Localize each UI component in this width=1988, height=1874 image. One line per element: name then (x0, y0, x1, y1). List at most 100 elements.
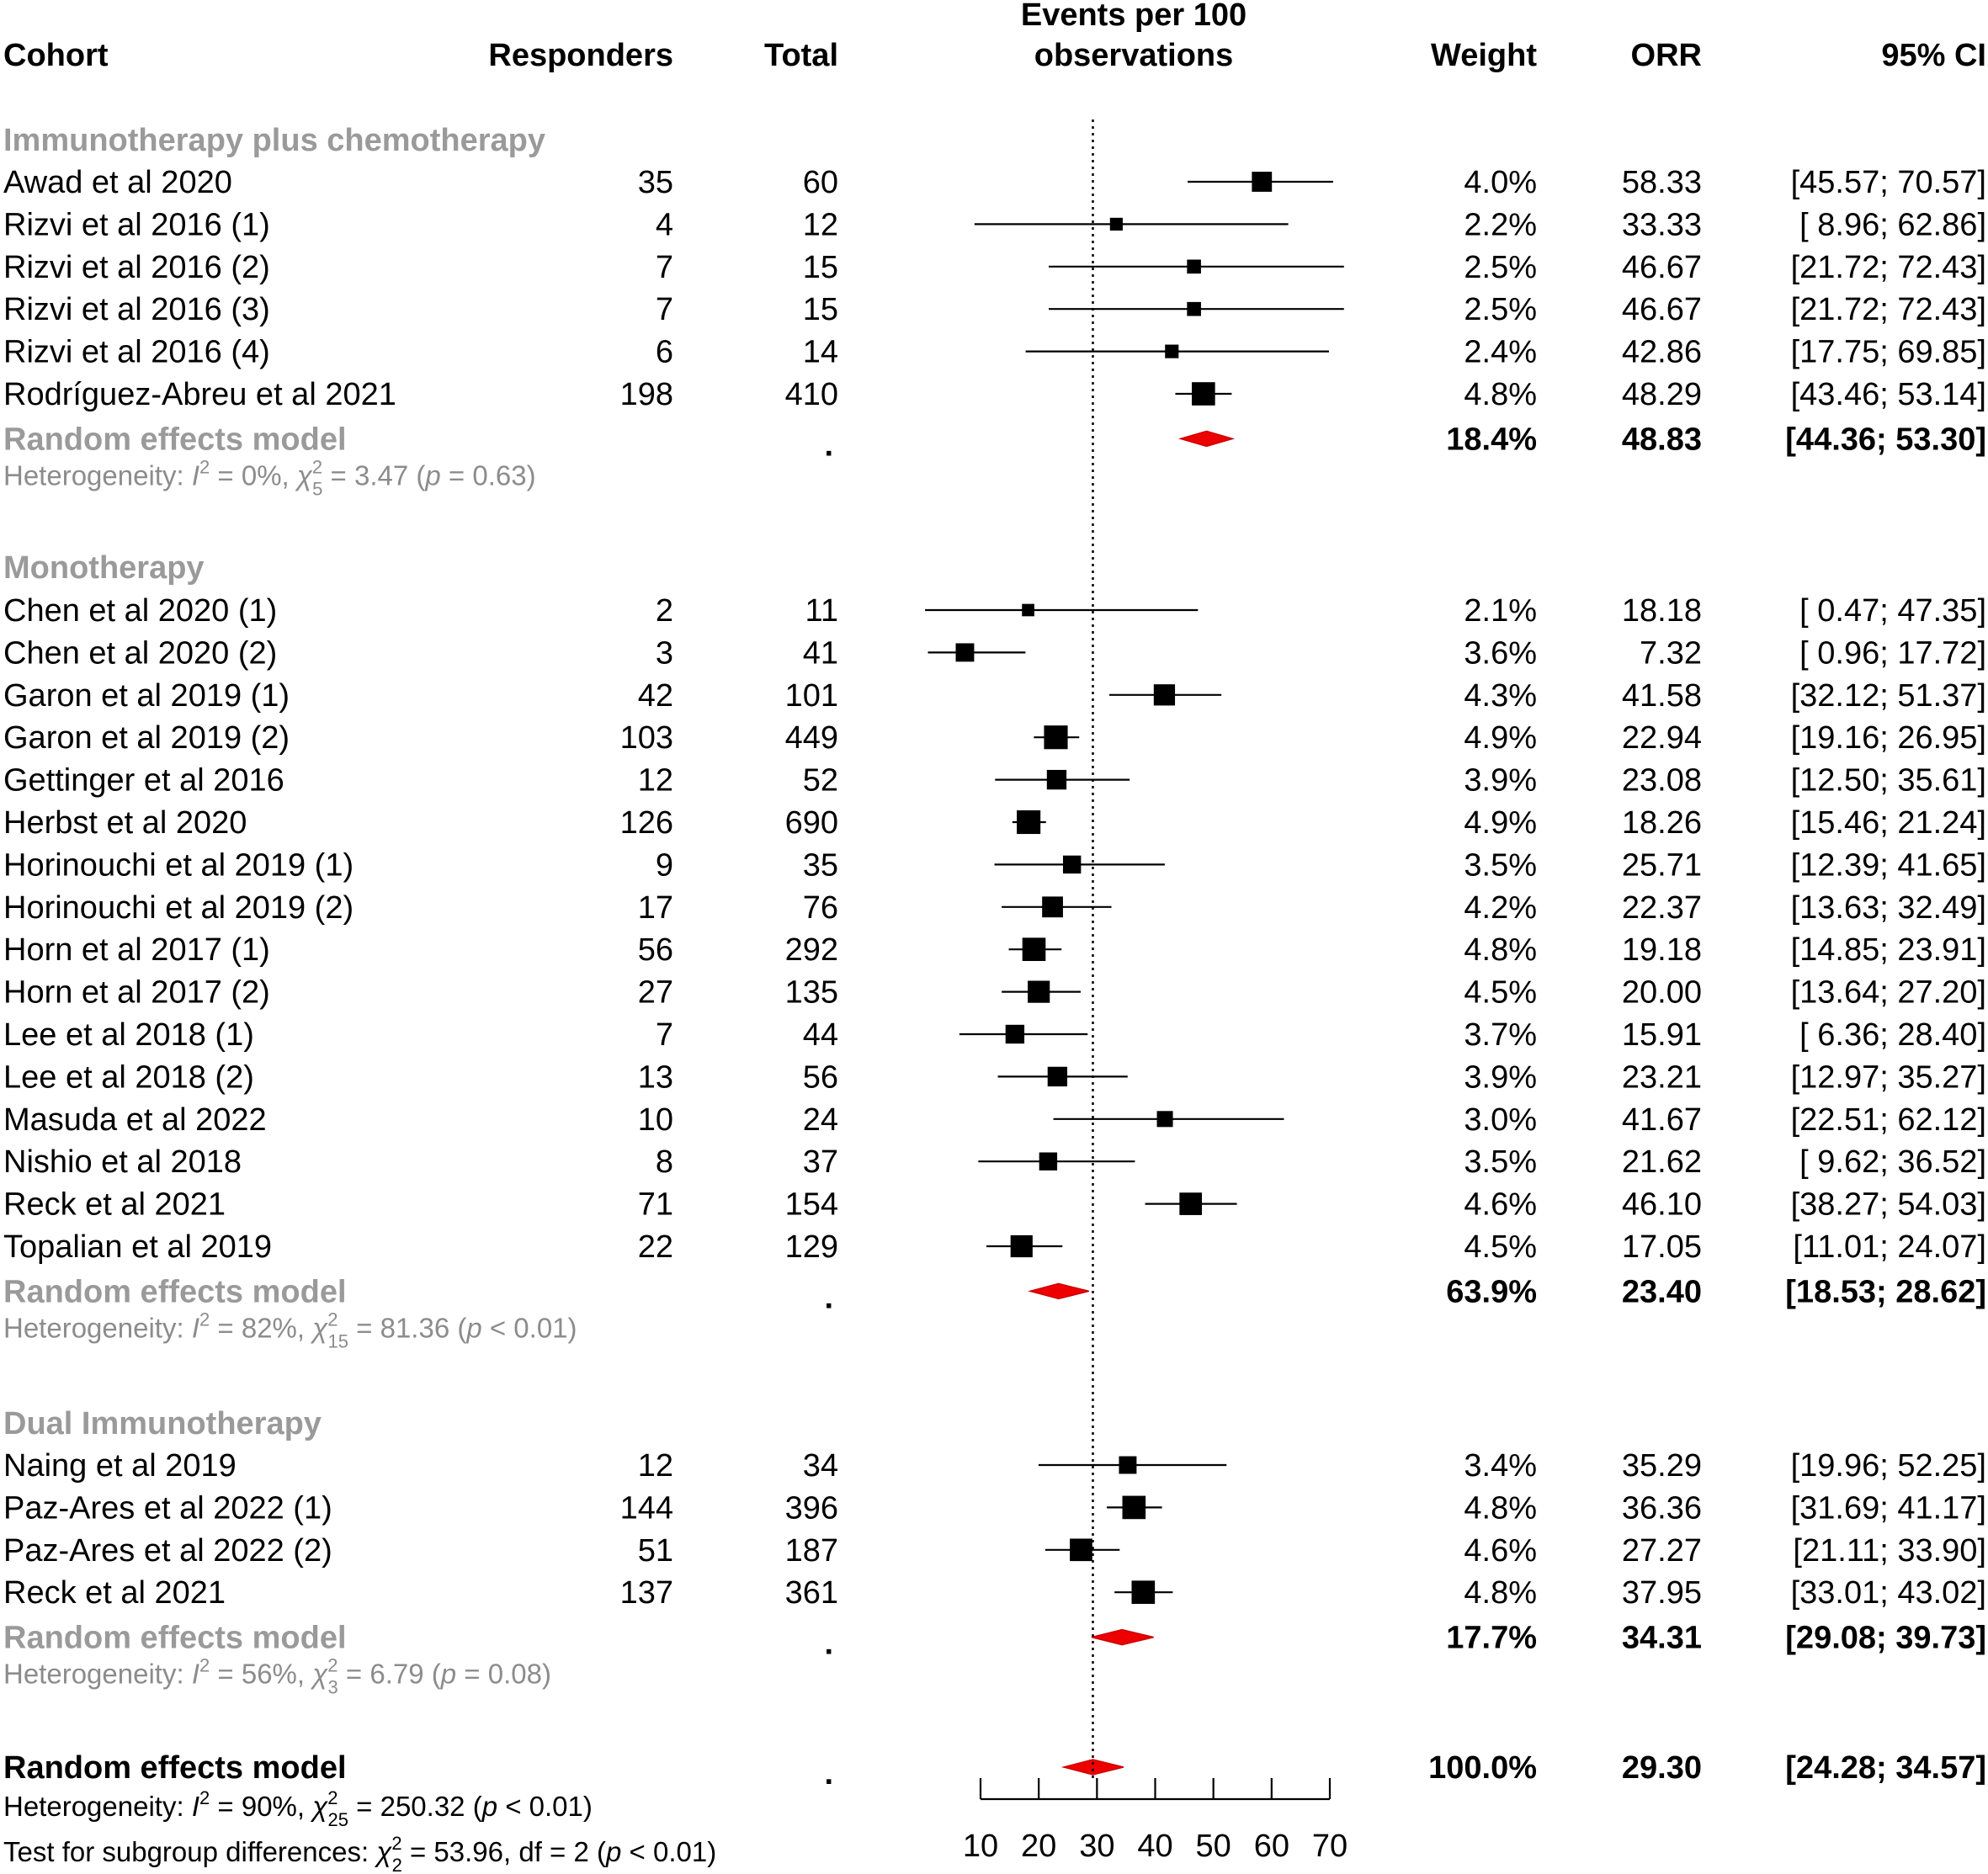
responders-value: 71 (638, 1187, 673, 1223)
responders-value: 8 (656, 1144, 673, 1180)
overall-dot: . (824, 1756, 833, 1792)
orr-value: 18.18 (1622, 593, 1702, 629)
summary-label: Random effects model (3, 422, 347, 457)
study-marks (986, 1234, 1063, 1258)
cohort-label: Horn et al 2017 (1) (3, 932, 270, 968)
cohort-label: Reck et al 2021 (3, 1575, 226, 1611)
study-marks (994, 855, 1165, 874)
overall-label: Random effects model (3, 1750, 347, 1786)
x-tick-label: 50 (1196, 1829, 1231, 1864)
point-estimate-square (1042, 896, 1063, 918)
overall-diamond (1060, 1759, 1124, 1776)
x-tick-label: 30 (1079, 1829, 1114, 1864)
point-estimate-square (1017, 810, 1041, 835)
table-row: Horn et al 2017 (1) 56 292 4.8% 19.18 [14.85;… (3, 932, 1986, 968)
summary-weight: 18.4% (1446, 422, 1537, 457)
summary-orr: 34.31 (1622, 1621, 1702, 1656)
orr-value: 48.29 (1622, 377, 1702, 412)
total-value: 35 (803, 847, 838, 883)
ci-value: [13.63; 32.49] (1791, 890, 1986, 926)
study-marks (1053, 1111, 1284, 1128)
subgroup-title: Immunotherapy plus chemotherapy (3, 123, 545, 158)
header-events-line1: Events per 100 (1021, 0, 1246, 33)
x-tick-label: 10 (963, 1829, 998, 1864)
cohort-label: Rizvi et al 2016 (2) (3, 250, 270, 285)
ci-value: [13.64; 27.20] (1791, 975, 1986, 1011)
ci-value: [ 0.47; 47.35] (1799, 593, 1986, 629)
ci-value: [14.85; 23.91] (1791, 932, 1986, 968)
weight-value: 4.9% (1464, 805, 1537, 841)
weight-value: 4.6% (1464, 1533, 1537, 1569)
total-value: 44 (803, 1017, 838, 1053)
responders-value: 27 (638, 975, 673, 1011)
weight-value: 4.5% (1464, 1229, 1537, 1265)
total-value: 690 (785, 805, 838, 841)
total-value: 12 (803, 207, 838, 242)
total-value: 37 (803, 1144, 838, 1180)
study-marks (1107, 1495, 1162, 1520)
total-value: 101 (785, 678, 838, 714)
summary-ci: [29.08; 39.73] (1785, 1621, 1986, 1656)
point-estimate-square (1187, 259, 1201, 274)
subgroup-diamond (1091, 1628, 1154, 1646)
point-estimate-square (1028, 980, 1050, 1003)
orr-value: 23.21 (1622, 1059, 1702, 1095)
table-row: Garon et al 2019 (1) 42 101 4.3% 41.58 [32.12… (3, 678, 1986, 714)
orr-value: 41.58 (1622, 678, 1702, 714)
table-row: Rizvi et al 2016 (1) 4 12 2.2% 33.33 [ 8.96; … (3, 207, 1986, 242)
point-estimate-square (1022, 937, 1046, 962)
table-row: Chen et al 2020 (1) 2 11 2.1% 18.18 [ 0.47; 4… (3, 593, 1986, 629)
weight-value: 3.6% (1464, 635, 1537, 671)
cohort-label: Lee et al 2018 (2) (3, 1059, 254, 1095)
weight-value: 4.0% (1464, 165, 1537, 200)
summary-weight: 63.9% (1446, 1274, 1537, 1309)
ci-value: [ 6.36; 28.40] (1799, 1017, 1986, 1053)
overall-heterogeneity: Heterogeneity: I2 = 90%, χ2 25 = 250.32 (… (3, 1787, 593, 1830)
table-rows: Immunotherapy plus chemotherapy Awad et a… (3, 123, 1986, 1874)
responders-value: 10 (638, 1102, 673, 1138)
orr-value: 42.86 (1622, 335, 1702, 370)
study-marks (1012, 810, 1046, 835)
study-marks (1114, 1580, 1173, 1605)
ci-value: [ 0.96; 17.72] (1799, 635, 1986, 671)
responders-value: 198 (620, 377, 673, 412)
x-axis: 10 20 30 40 50 60 70 (963, 1778, 1347, 1864)
responders-value: 9 (656, 847, 673, 883)
responders-value: 7 (656, 1017, 673, 1053)
orr-value: 15.91 (1622, 1017, 1702, 1053)
total-value: 60 (803, 165, 838, 200)
orr-value: 23.08 (1622, 763, 1702, 799)
study-marks (1038, 1456, 1227, 1474)
total-value: 396 (785, 1490, 838, 1526)
point-estimate-square (1022, 603, 1034, 617)
total-value: 15 (803, 292, 838, 327)
ci-value: [12.39; 41.65] (1791, 847, 1986, 883)
total-value: 292 (785, 932, 838, 968)
orr-value: 7.32 (1640, 635, 1702, 671)
responders-value: 144 (620, 1490, 673, 1526)
ci-value: [32.12; 51.37] (1791, 678, 1986, 714)
study-marks (997, 1066, 1128, 1087)
table-row: Paz-Ares et al 2022 (1) 144 396 4.8% 36.36 [3… (3, 1490, 1986, 1526)
study-marks (1108, 684, 1222, 706)
table-row: Reck et al 2021 137 361 4.8% 37.95 [33.01; 43… (3, 1575, 1986, 1611)
study-marks (925, 603, 1199, 617)
table-row: Horinouchi et al 2019 (1) 9 35 3.5% 25.71 [12… (3, 847, 1986, 883)
weight-value: 2.4% (1464, 335, 1537, 370)
header-total: Total (764, 38, 838, 73)
orr-value: 36.36 (1622, 1490, 1702, 1526)
overall-orr: 29.30 (1622, 1750, 1702, 1786)
cohort-label: Rodríguez-Abreu et al 2021 (3, 377, 396, 412)
cohort-label: Chen et al 2020 (1) (3, 593, 277, 629)
study-marks (1025, 344, 1329, 358)
point-estimate-square (1192, 382, 1215, 406)
study-marks (1145, 1192, 1237, 1215)
total-value: 187 (785, 1533, 838, 1569)
orr-value: 46.67 (1622, 250, 1702, 285)
study-marks (1049, 301, 1344, 316)
study-marks (1049, 259, 1344, 274)
ci-value: [ 8.96; 62.86] (1799, 207, 1986, 242)
point-estimate-square (1122, 1495, 1146, 1520)
orr-value: 37.95 (1622, 1575, 1702, 1611)
subgroup-summary-row: Random effects model. 17.7% 34.31 [29.08; 3… (3, 1621, 1986, 1662)
